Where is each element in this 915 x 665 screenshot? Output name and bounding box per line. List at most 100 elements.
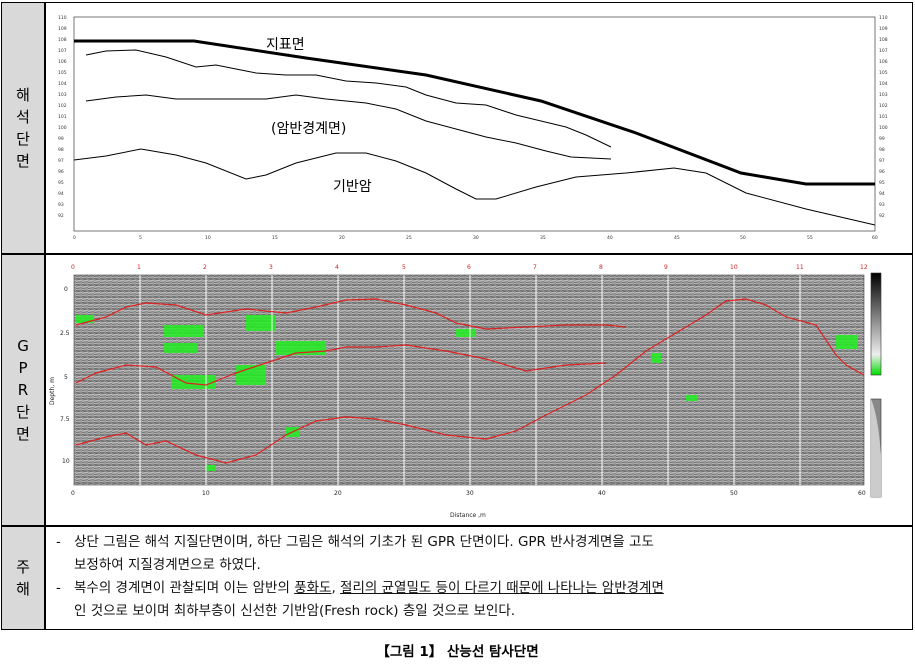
y-tick-label: 109: [58, 26, 67, 32]
y-tick-label: 99: [879, 136, 885, 142]
trace-number: 3: [269, 264, 273, 271]
depth-tick-label: 10: [62, 458, 70, 465]
gpr-boundary-upper: [75, 298, 627, 330]
y-tick-label: 99: [58, 136, 64, 142]
y-tick-label: 106: [58, 59, 67, 65]
gpr-boundary-lower: [75, 298, 865, 464]
depth-tick-label: 5: [64, 374, 68, 381]
x-axis: 0 5 10 15 20 25 30 35 40 45 50 55 60: [73, 235, 878, 241]
gpr-section: 0 1 2 3 4 5 6 7 8 9 10 11 12: [45, 254, 913, 526]
x-tick-label: 10: [205, 235, 211, 241]
trace-number: 4: [335, 264, 339, 271]
amplitude-slider-fill: [871, 399, 881, 497]
reflection-anomalies: [76, 315, 858, 471]
middle-boundary-line: [85, 94, 612, 160]
y-tick-label: 103: [879, 92, 888, 98]
gpr-radargram: 0 1 2 3 4 5 6 7 8 9 10 11 12: [49, 264, 882, 519]
x-tick-label: 25: [406, 235, 412, 241]
bullet-dash: -: [56, 580, 61, 596]
y-tick-label: 103: [58, 92, 67, 98]
y-tick-label: 108: [879, 37, 888, 43]
y-axis-left: 110 109 108 107 106 105 104 103 102 101 …: [58, 15, 67, 219]
y-tick-label: 108: [58, 37, 67, 43]
y-tick-label: 110: [879, 15, 888, 21]
label-char: 해: [16, 86, 30, 104]
y-tick-label: 95: [58, 180, 64, 186]
amplitude-color-scale: [870, 272, 882, 376]
distance-axis: 0 10 20 30 40 50 60 Distance ,m: [71, 490, 866, 519]
x-tick-label: 5: [139, 235, 142, 241]
x-tick-label: 15: [272, 235, 278, 241]
trace-number: 1: [137, 264, 141, 271]
label-weathered-boundary: (암반경계면): [271, 121, 346, 137]
y-tick-label: 105: [58, 70, 67, 76]
notes-text: - 상단 그림은 해석 지질단면이며, 하단 그림은 해석의 기초가 된 GPR…: [46, 527, 912, 623]
distance-tick-label: 50: [730, 490, 738, 497]
y-tick-label: 93: [879, 202, 885, 208]
y-tick-label: 104: [879, 81, 888, 87]
ground-surface-line: [74, 39, 875, 186]
y-tick-label: 94: [879, 191, 885, 197]
depth-axis-label: Depth, m: [49, 377, 56, 405]
x-tick-label: 35: [540, 235, 546, 241]
y-tick-label: 102: [58, 103, 67, 109]
y-tick-label: 107: [879, 48, 888, 54]
x-tick-label: 30: [473, 235, 479, 241]
label-gpr: G P R 단 면: [1, 254, 45, 526]
distance-tick-label: 60: [858, 490, 866, 497]
trace-number: 6: [467, 264, 471, 271]
interpretation-section: 110 109 108 107 106 105 104 103 102 101 …: [45, 2, 913, 254]
y-tick-label: 98: [879, 147, 885, 153]
x-tick-label: 50: [740, 235, 746, 241]
y-tick-label: 98: [58, 147, 64, 153]
y-tick-label: 93: [58, 202, 64, 208]
depth-tick-label: 0: [64, 286, 68, 293]
x-tick-label: 40: [607, 235, 613, 241]
label-surface: 지표면: [266, 37, 305, 53]
notes-section: - 상단 그림은 해석 지질단면이며, 하단 그림은 해석의 기초가 된 GPR…: [45, 526, 913, 630]
y-tick-label: 94: [58, 191, 64, 197]
note-text: 복수의 경계면이 관찰되며 이는 암반의: [74, 580, 295, 596]
gpr-boundary-middle: [75, 344, 607, 386]
depth-tick-label: 2.5: [60, 330, 70, 337]
y-axis-right: 110 109 108 107 106 105 104 103 102 101 …: [879, 15, 888, 219]
label-char: R: [17, 381, 29, 399]
y-tick-label: 97: [879, 158, 885, 164]
y-tick-label: 96: [879, 169, 885, 175]
label-char: 해: [16, 580, 30, 598]
note-item-2: - 복수의 경계면이 관찰되며 이는 암반의 풍화도, 절리의 균열밀도 등이 …: [56, 577, 904, 600]
x-tick-label: 0: [73, 235, 76, 241]
trace-number: 10: [730, 264, 738, 271]
trace-number: 2: [203, 264, 207, 271]
depth-tick-label: 7.5: [60, 416, 70, 423]
label-char: 주: [16, 558, 30, 576]
x-tick-label: 55: [807, 235, 813, 241]
y-tick-label: 100: [879, 125, 888, 131]
y-tick-label: 106: [879, 59, 888, 65]
y-tick-label: 97: [58, 158, 64, 164]
bullet-dash: -: [56, 534, 61, 550]
note-text: 인 것으로 보이며 최하부층이 신선한 기반암(Fresh rock) 층일 것…: [74, 603, 516, 619]
x-tick-label: 20: [339, 235, 345, 241]
y-tick-label: 100: [58, 125, 67, 131]
trace-number: 9: [664, 264, 668, 271]
note-item-2-cont: 인 것으로 보이며 최하부층이 신선한 기반암(Fresh rock) 층일 것…: [56, 600, 904, 623]
bedrock-boundary-line: [73, 148, 876, 226]
plot-frame: [73, 16, 876, 232]
note-text: 상단 그림은 해석 지질단면이며, 하단 그림은 해석의 기초가 된 GPR 단…: [74, 534, 654, 550]
label-char: P: [18, 359, 28, 377]
trace-number: 11: [796, 264, 804, 271]
note-item-1: - 상단 그림은 해석 지질단면이며, 하단 그림은 해석의 기초가 된 GPR…: [56, 531, 904, 554]
label-char: G: [17, 337, 29, 355]
distance-tick-label: 40: [598, 490, 606, 497]
y-tick-label: 102: [879, 103, 888, 109]
trace-number: 0: [71, 264, 75, 271]
note-item-1-cont: 보정하여 지질경계면으로 하였다.: [56, 554, 904, 577]
note-underlined-text: 풍화도: [294, 580, 332, 596]
label-char: 석: [16, 108, 30, 126]
note-text: 보정하여 지질경계면으로 하였다.: [74, 557, 261, 573]
label-char: 면: [16, 425, 30, 443]
y-tick-label: 107: [58, 48, 67, 54]
distance-tick-label: 10: [202, 490, 210, 497]
distance-tick-label: 0: [71, 490, 75, 497]
